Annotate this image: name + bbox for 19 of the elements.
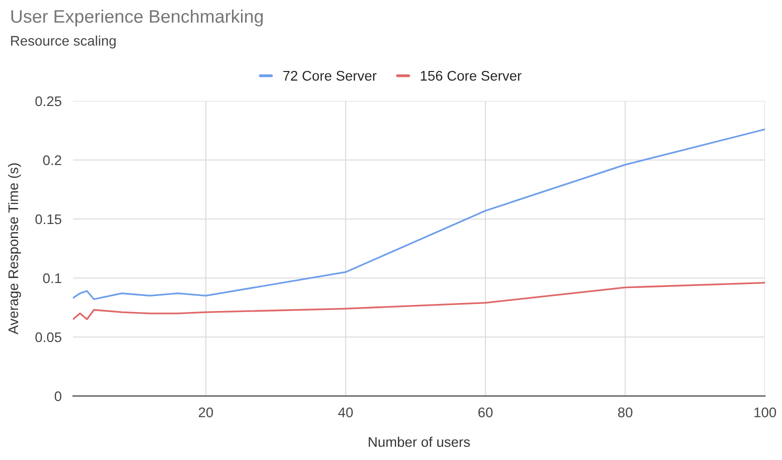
- x-tick-label: 20: [198, 407, 213, 418]
- line-series: [73, 282, 765, 320]
- legend-label: 156 Core Server: [420, 70, 522, 81]
- x-tick-label: 80: [618, 407, 632, 418]
- y-tick-label: 0.1: [43, 273, 62, 284]
- y-tick-label: 0.05: [35, 332, 62, 342]
- y-tick-label: 0.25: [35, 96, 62, 106]
- chart-title: User Experience Benchmarking: [11, 10, 263, 26]
- legend-label: 72 Core Server: [283, 70, 376, 81]
- y-tick-label: 0.15: [35, 214, 62, 224]
- x-tick-label: 100: [754, 407, 776, 418]
- x-axis-title: Number of users: [368, 436, 470, 447]
- chart-subtitle: Resource scaling: [11, 36, 116, 48]
- y-axis-title: Average Response Time (s): [8, 163, 21, 334]
- line-series: [73, 128, 765, 300]
- x-tick-label: 40: [338, 407, 353, 418]
- y-tick-label: 0: [54, 391, 62, 402]
- y-tick-label: 0.2: [43, 155, 62, 166]
- x-tick-label: 60: [478, 407, 493, 418]
